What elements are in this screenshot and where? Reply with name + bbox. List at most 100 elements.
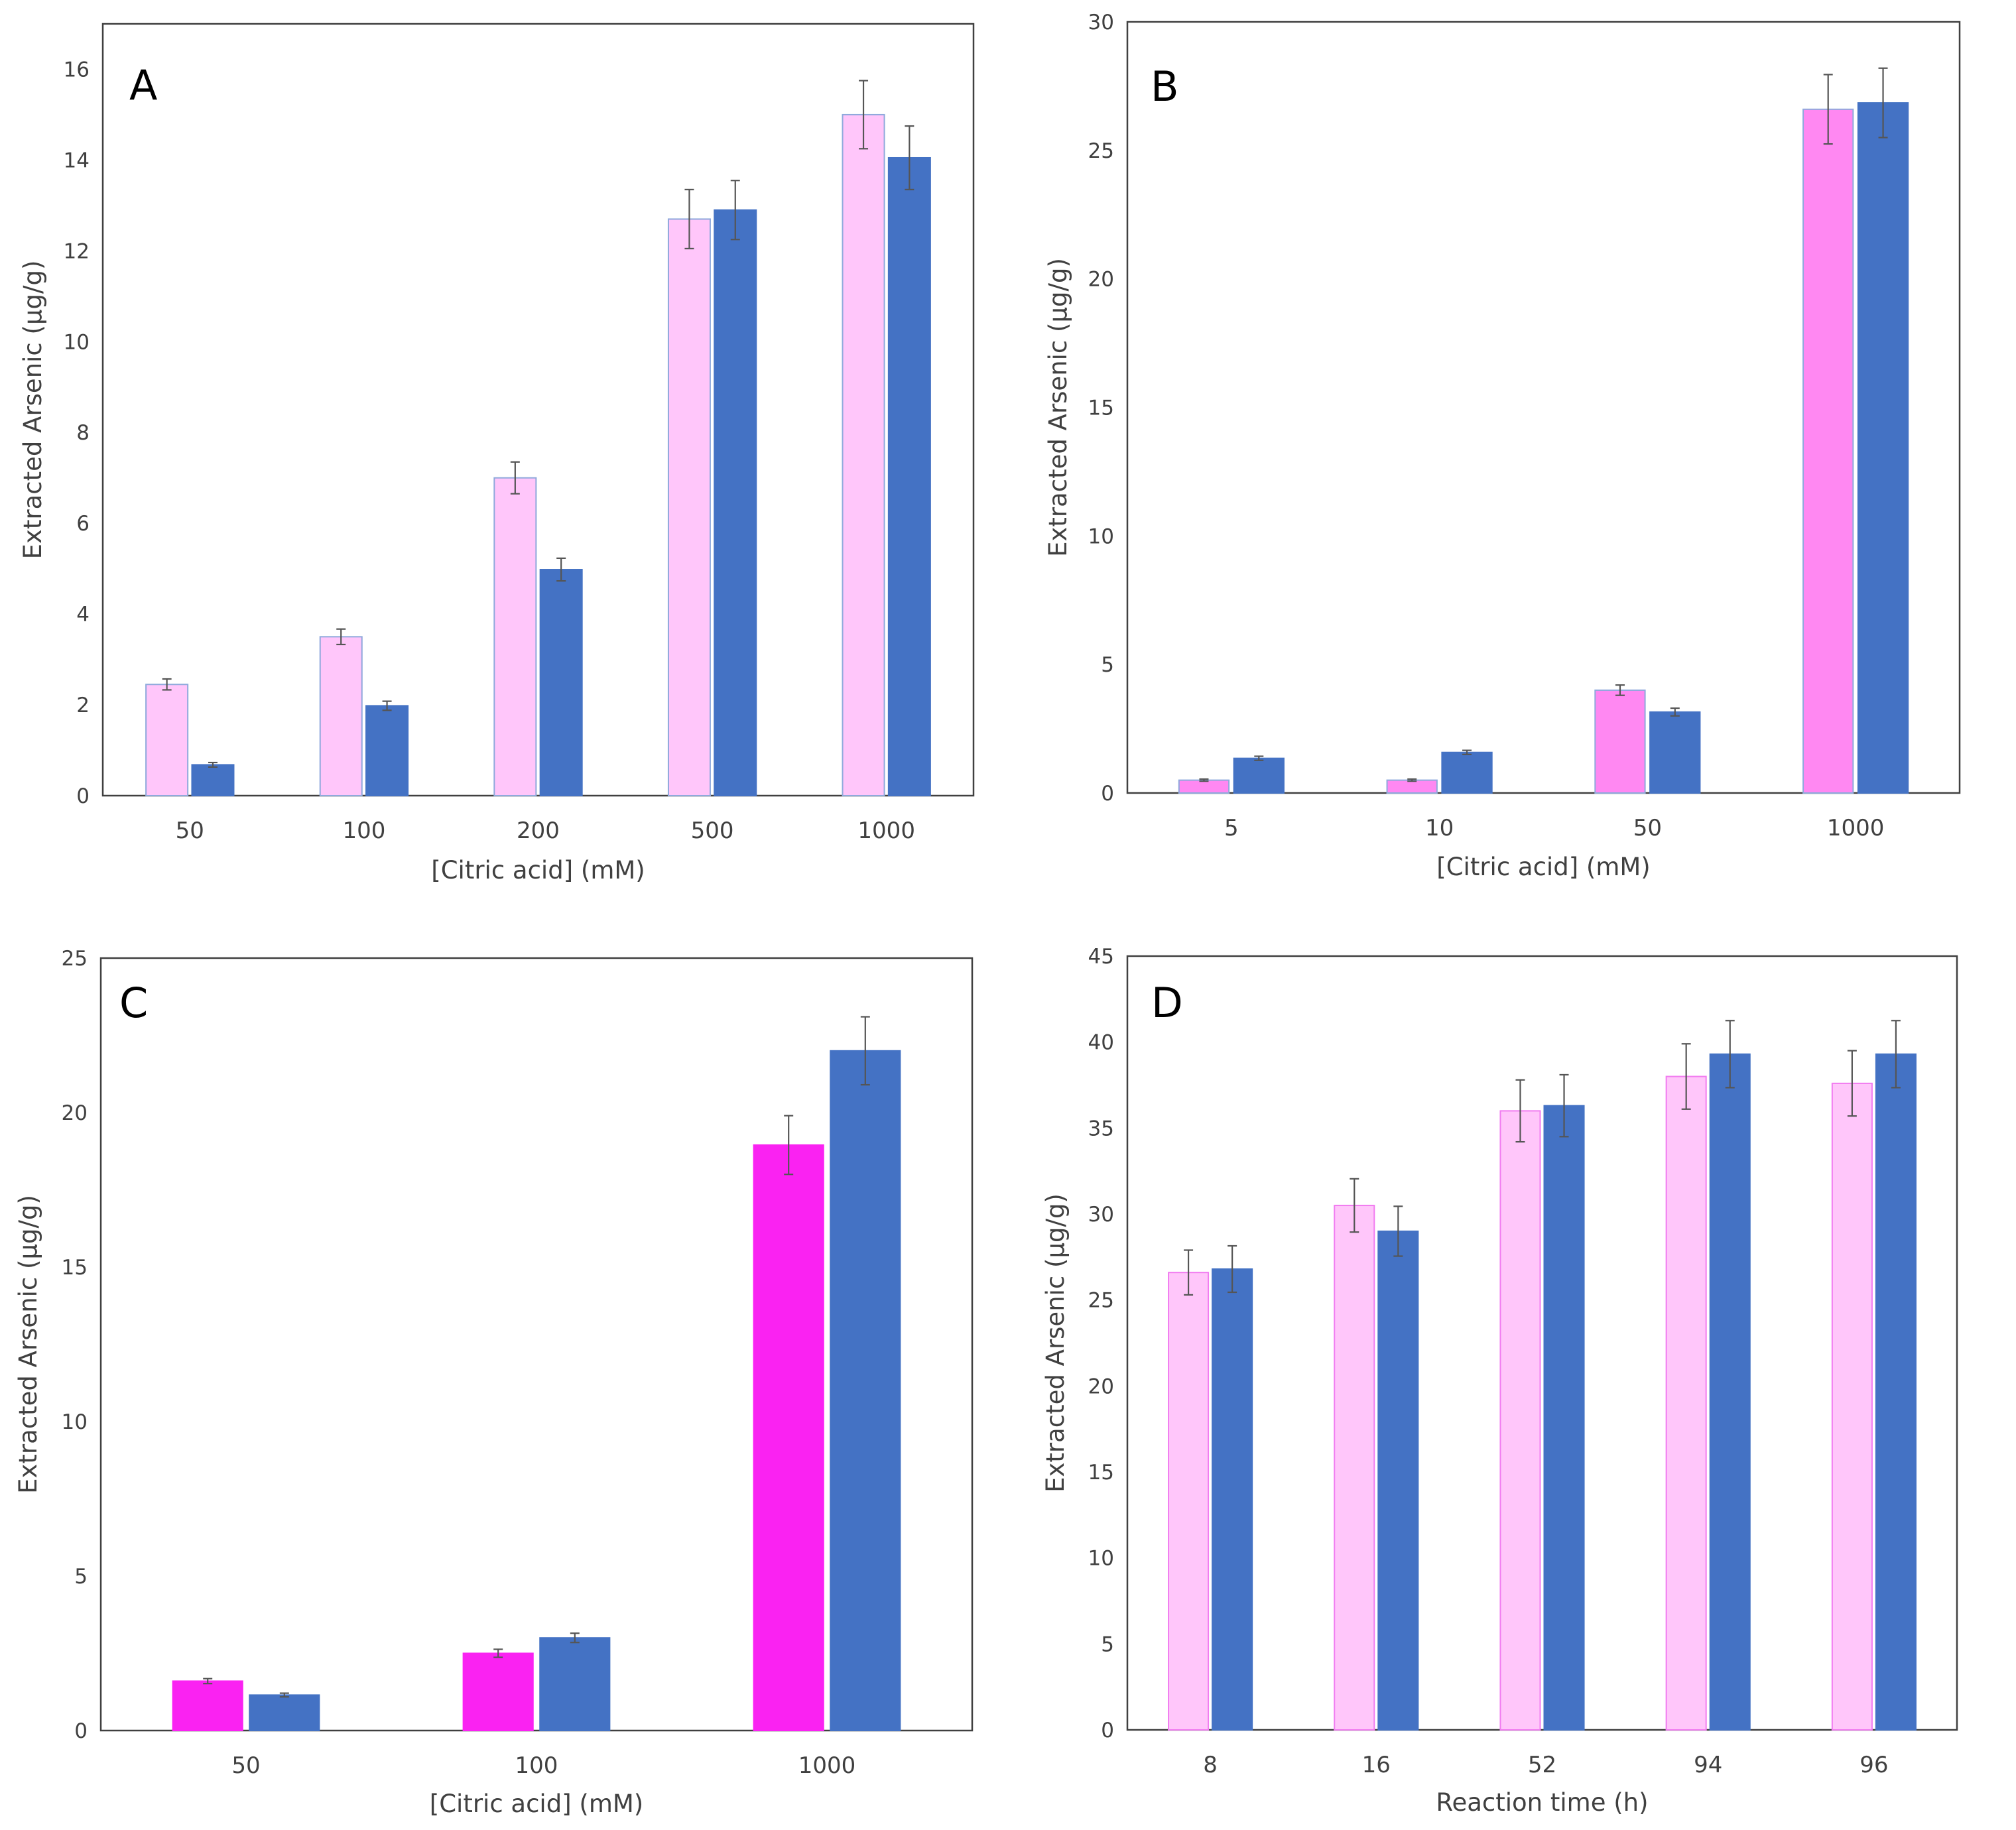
y-axis-title: Extracted Arsenic (µg/g) xyxy=(1041,1193,1070,1493)
x-axis-title: [Citric acid] (mM) xyxy=(431,856,645,884)
x-category-label: 100 xyxy=(342,818,385,844)
bar-pink-50 xyxy=(1594,689,1646,794)
x-category-label: 1000 xyxy=(1827,815,1885,841)
y-tick-label: 8 xyxy=(76,421,90,445)
bar-pink-1000 xyxy=(842,113,885,797)
bar-blue-96 xyxy=(1875,1053,1917,1731)
x-category-label: 96 xyxy=(1859,1752,1888,1778)
bar-blue-94 xyxy=(1709,1053,1751,1731)
x-category-label: 50 xyxy=(1633,815,1662,841)
y-tick-label: 5 xyxy=(1101,1632,1114,1656)
x-axis-title: Reaction time (h) xyxy=(1436,1788,1648,1817)
plot-area-frame xyxy=(1126,955,1958,1731)
bar-pink-52 xyxy=(1499,1110,1541,1731)
bar-blue-1000 xyxy=(1857,102,1909,794)
x-category-label: 8 xyxy=(1203,1752,1218,1778)
y-tick-label: 16 xyxy=(64,58,90,82)
y-tick-label: 30 xyxy=(1088,1203,1114,1227)
bar-pink-500 xyxy=(667,218,711,796)
panel-d: D 0 5 10 15 20 25 30 35 40 45 8 16 52 94 96 Reaction tim… xyxy=(1041,945,1958,1817)
bar-pink-100 xyxy=(319,636,363,797)
y-tick-label: 20 xyxy=(1088,1374,1114,1398)
panel-c: C 0 5 10 15 20 25 50 100 1000 [Citric acid] (mM) Ex… xyxy=(14,947,974,1818)
panel-letter: B xyxy=(1151,62,1179,111)
bar-blue-500 xyxy=(714,209,757,796)
y-axis-title: Extracted Arsenic (µg/g) xyxy=(1044,258,1072,557)
x-axis-title: [Citric acid] (mM) xyxy=(430,1790,643,1818)
bar-pink-5 xyxy=(1178,779,1230,794)
bar-blue-10 xyxy=(1441,751,1493,794)
bar-blue-100 xyxy=(539,1637,611,1731)
bar-pink-200 xyxy=(493,477,537,796)
y-tick-label: 20 xyxy=(1088,268,1114,292)
bar-blue-50 xyxy=(191,764,235,796)
x-category-label: 1000 xyxy=(798,1752,856,1779)
bar-pink-50 xyxy=(145,684,189,797)
y-tick-label: 14 xyxy=(64,149,90,172)
bar-blue-100 xyxy=(365,705,409,796)
bar-pink-100 xyxy=(462,1652,534,1731)
y-tick-label: 2 xyxy=(76,694,90,717)
x-category-label: 100 xyxy=(515,1752,558,1779)
bar-blue-5 xyxy=(1233,757,1285,794)
bar-blue-50 xyxy=(249,1694,320,1731)
x-category-label: 50 xyxy=(231,1752,260,1779)
panel-letter: D xyxy=(1151,979,1183,1027)
y-tick-label: 0 xyxy=(1101,782,1114,806)
panel-letter: C xyxy=(119,979,148,1027)
bar-pink-8 xyxy=(1168,1272,1210,1731)
bar-blue-50 xyxy=(1649,711,1701,794)
y-tick-label: 5 xyxy=(1101,653,1114,677)
y-tick-label: 5 xyxy=(74,1565,88,1589)
bar-pink-50 xyxy=(172,1680,243,1731)
y-tick-label: 20 xyxy=(62,1101,88,1125)
y-tick-label: 4 xyxy=(76,603,90,627)
plot-area-frame xyxy=(99,957,974,1732)
x-category-label: 52 xyxy=(1528,1752,1556,1778)
y-tick-label: 10 xyxy=(1088,1547,1114,1571)
x-category-label: 5 xyxy=(1224,815,1239,841)
y-tick-label: 0 xyxy=(76,784,90,808)
bar-pink-96 xyxy=(1831,1082,1873,1731)
y-tick-label: 40 xyxy=(1088,1031,1114,1055)
y-tick-label: 6 xyxy=(76,512,90,536)
x-category-label: 10 xyxy=(1425,815,1454,841)
bar-blue-8 xyxy=(1212,1268,1253,1731)
x-category-label: 200 xyxy=(517,818,560,844)
y-tick-label: 15 xyxy=(1088,1461,1114,1485)
y-tick-label: 0 xyxy=(1101,1719,1114,1742)
bar-blue-1000 xyxy=(830,1050,901,1731)
y-tick-label: 10 xyxy=(62,1410,88,1434)
y-tick-label: 10 xyxy=(1088,524,1114,548)
bar-blue-52 xyxy=(1543,1105,1585,1731)
panel-a: A 0 2 4 6 8 10 12 14 16 50 100 200 500 1000 [Citric aci… xyxy=(19,23,975,884)
y-tick-label: 30 xyxy=(1088,11,1114,34)
x-category-label: 500 xyxy=(691,818,734,844)
y-axis-title: Extracted Arsenic (µg/g) xyxy=(14,1195,42,1494)
plot-area-frame xyxy=(101,23,975,797)
x-category-label: 94 xyxy=(1694,1752,1722,1778)
y-tick-label: 35 xyxy=(1088,1117,1114,1140)
y-tick-label: 15 xyxy=(62,1256,88,1280)
bar-pink-10 xyxy=(1386,779,1438,794)
bar-pink-1000 xyxy=(1802,108,1854,794)
y-tick-label: 25 xyxy=(1088,1289,1114,1313)
y-axis-title: Extracted Arsenic (µg/g) xyxy=(19,261,47,560)
plot-area-frame xyxy=(1126,21,1961,794)
y-tick-label: 25 xyxy=(62,947,88,971)
bar-blue-16 xyxy=(1377,1230,1419,1731)
bar-pink-16 xyxy=(1334,1205,1375,1731)
x-category-label: 16 xyxy=(1362,1752,1391,1778)
bar-pink-94 xyxy=(1665,1075,1707,1731)
x-category-label: 1000 xyxy=(857,818,915,844)
y-tick-label: 10 xyxy=(64,330,90,354)
y-tick-label: 25 xyxy=(1088,139,1114,163)
panel-letter: A xyxy=(129,61,157,109)
x-axis-title: [Citric acid] (mM) xyxy=(1436,853,1650,881)
bar-pink-1000 xyxy=(753,1144,824,1732)
bar-blue-1000 xyxy=(887,156,931,797)
y-tick-label: 12 xyxy=(64,239,90,263)
y-tick-label: 0 xyxy=(74,1719,88,1743)
bar-blue-200 xyxy=(539,569,583,796)
